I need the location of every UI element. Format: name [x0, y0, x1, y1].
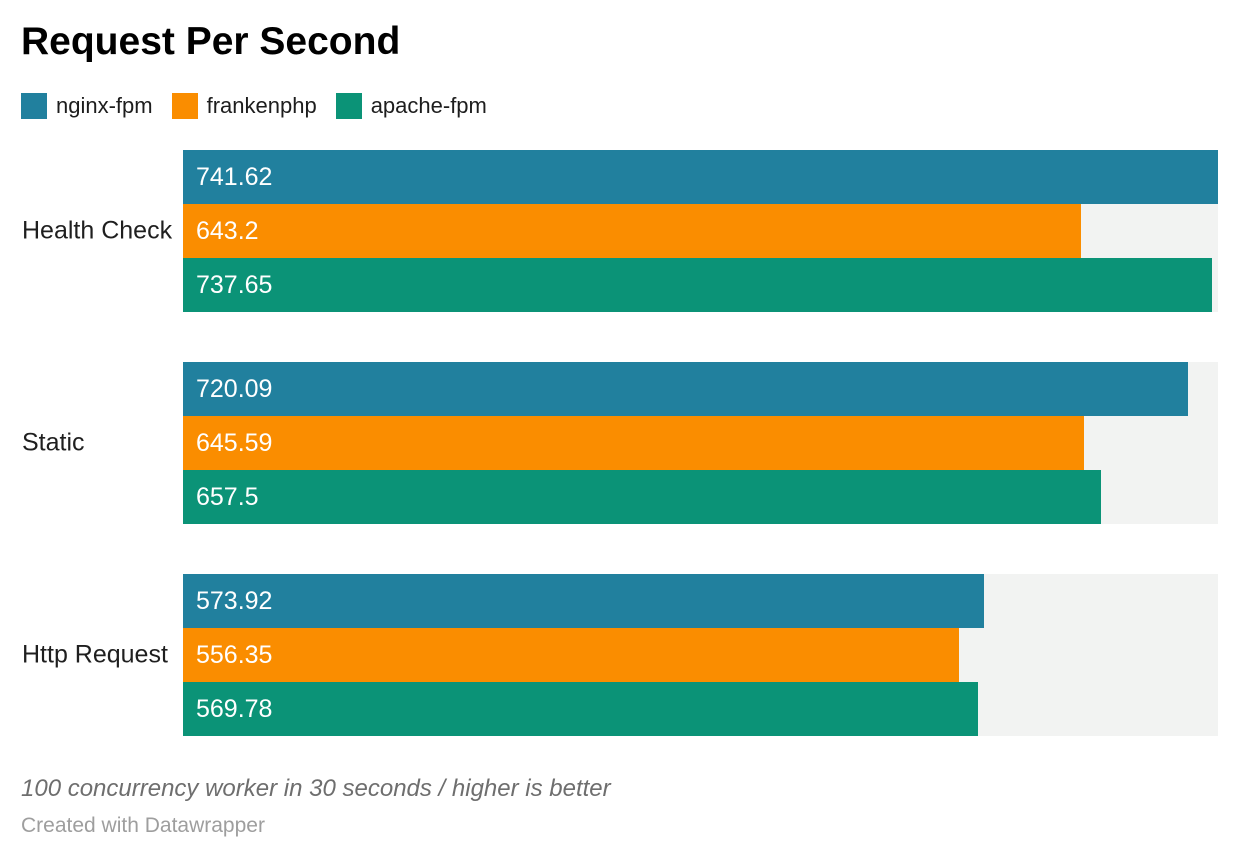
- legend-item-nginx-fpm: nginx-fpm: [21, 93, 153, 119]
- bar-value-label: 737.65: [196, 270, 273, 299]
- bar-rows: 720.09 645.59 657.5: [183, 362, 1218, 524]
- bar-rows: 573.92 556.35 569.78: [183, 574, 1218, 736]
- legend-item-frankenphp: frankenphp: [171, 93, 317, 119]
- bar-apache-fpm: 657.5: [183, 470, 1101, 524]
- bar-frankenphp: 645.59: [183, 416, 1084, 470]
- bar-value-label: 569.78: [196, 694, 273, 723]
- bar-nginx-fpm: 573.92: [183, 574, 984, 628]
- bar-value-label: 643.2: [196, 216, 259, 245]
- bar-value-label: 573.92: [196, 586, 273, 615]
- bar-track: 556.35: [183, 628, 1218, 682]
- bar-nginx-fpm: 741.62: [183, 150, 1218, 204]
- bar-group: Health Check 741.62 643.2 737.65: [0, 150, 1240, 312]
- legend-swatch-icon: [21, 93, 47, 119]
- bar-value-label: 657.5: [196, 482, 259, 511]
- bar-rows: 741.62 643.2 737.65: [183, 150, 1218, 312]
- chart-note: 100 concurrency worker in 30 seconds / h…: [21, 775, 611, 802]
- bar-track: 573.92: [183, 574, 1218, 628]
- bar-value-label: 556.35: [196, 640, 273, 669]
- bar-frankenphp: 643.2: [183, 204, 1081, 258]
- bar-value-label: 720.09: [196, 374, 273, 403]
- bar-apache-fpm: 569.78: [183, 682, 979, 736]
- bar-group: Http Request 573.92 556.35 569.78: [0, 574, 1240, 736]
- bar-frankenphp: 556.35: [183, 628, 960, 682]
- bar-track: 720.09: [183, 362, 1218, 416]
- legend-swatch-icon: [335, 93, 362, 119]
- category-label: Static: [22, 428, 85, 457]
- legend-label: apache-fpm: [370, 93, 487, 118]
- legend-swatch-icon: [171, 93, 198, 119]
- category-label: Health Check: [22, 216, 173, 245]
- bar-value-label: 645.59: [196, 428, 273, 457]
- bar-apache-fpm: 737.65: [183, 258, 1213, 312]
- bar-track: 643.2: [183, 204, 1218, 258]
- chart-title: Request Per Second: [21, 20, 401, 63]
- bar-track: 657.5: [183, 470, 1218, 524]
- legend-label: frankenphp: [206, 93, 317, 118]
- bar-chart: Health Check 741.62 643.2 737.65 Static 720.0…: [0, 150, 1240, 786]
- bar-value-label: 741.62: [196, 162, 273, 191]
- datawrapper-attribution-link[interactable]: Created with Datawrapper: [21, 814, 265, 837]
- category-label: Http Request: [22, 640, 168, 669]
- bar-track: 569.78: [183, 682, 1218, 736]
- bar-track: 737.65: [183, 258, 1218, 312]
- bar-nginx-fpm: 720.09: [183, 362, 1188, 416]
- bar-track: 741.62: [183, 150, 1218, 204]
- legend-label: nginx-fpm: [56, 93, 153, 118]
- bar-group: Static 720.09 645.59 657.5: [0, 362, 1240, 524]
- bar-track: 645.59: [183, 416, 1218, 470]
- legend: nginx-fpm frankenphp apache-fpm: [21, 93, 487, 119]
- legend-item-apache-fpm: apache-fpm: [335, 93, 487, 119]
